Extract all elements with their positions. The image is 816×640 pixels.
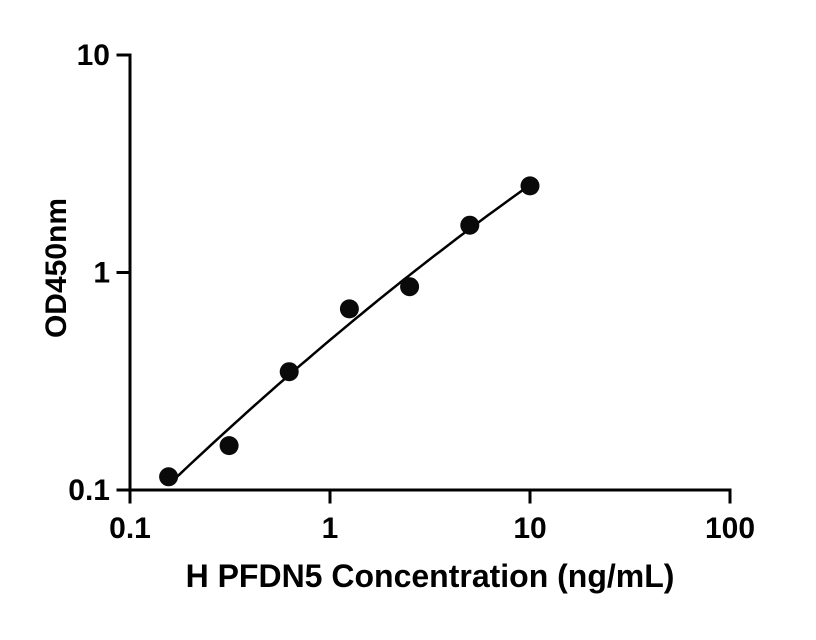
data-point (520, 176, 540, 196)
data-point (159, 467, 179, 487)
x-axis-tick-label: 10 (513, 512, 546, 545)
data-point (219, 436, 239, 456)
y-axis-tick-label: 0.1 (68, 474, 110, 507)
data-point (400, 277, 420, 297)
x-axis-tick-label: 0.1 (109, 512, 151, 545)
data-point (460, 215, 480, 235)
x-axis-title: H PFDN5 Concentration (ng/mL) (185, 558, 675, 594)
x-axis-tick-label: 1 (322, 512, 339, 545)
y-axis-tick-label: 10 (77, 39, 110, 72)
data-point (279, 362, 299, 382)
data-point (339, 299, 359, 319)
y-axis-tick-label: 1 (93, 257, 110, 290)
x-axis-tick-label: 100 (705, 512, 755, 545)
y-axis-title: OD450nm (40, 197, 73, 339)
